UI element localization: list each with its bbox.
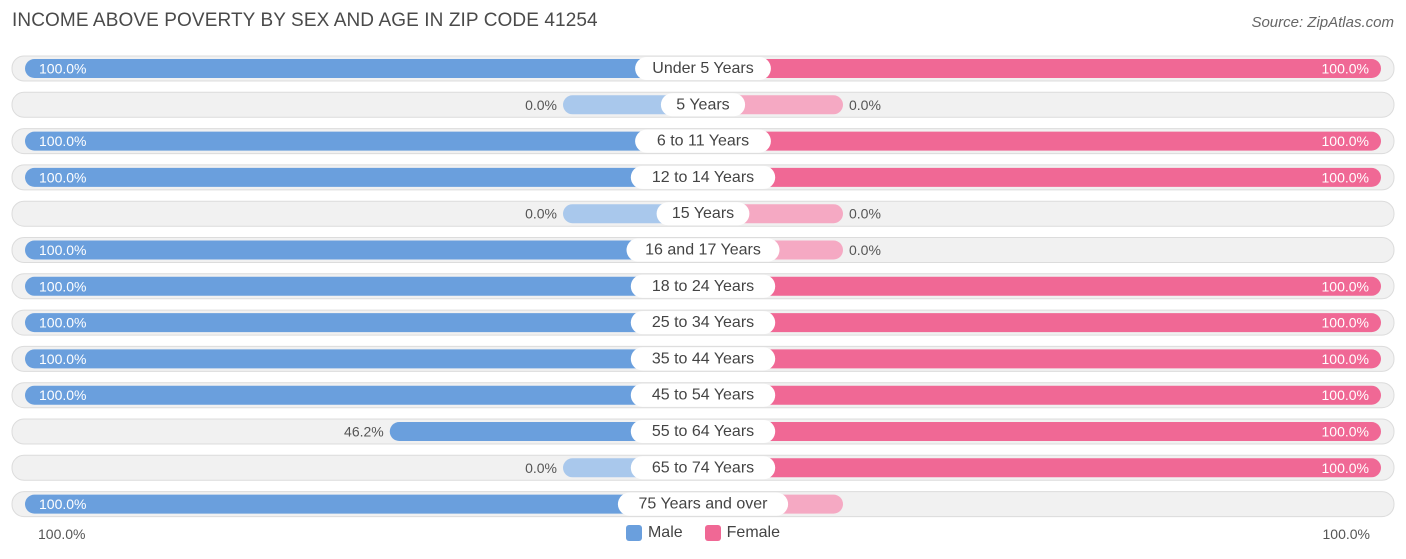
category-pill bbox=[630, 420, 776, 443]
bar-male bbox=[25, 385, 703, 405]
bar-male bbox=[25, 494, 703, 514]
value-label-male: 100.0% bbox=[39, 169, 86, 185]
category-label: 18 to 24 Years bbox=[652, 278, 754, 295]
value-label-male: 0.0% bbox=[525, 206, 557, 222]
chart-row: 100.0% 100.0% 12 to 14 Years bbox=[11, 164, 1395, 191]
value-label-female: 100.0% bbox=[1322, 460, 1369, 476]
bar-male bbox=[25, 349, 703, 369]
value-label-female: 100.0% bbox=[1322, 133, 1369, 149]
category-pill bbox=[617, 492, 789, 516]
category-pill bbox=[630, 274, 776, 298]
chart-row: 100.0% 100.0% 6 to 11 Years bbox=[11, 128, 1395, 155]
value-label-female: 100.0% bbox=[1322, 424, 1369, 440]
legend-item-male: Male bbox=[625, 524, 683, 542]
category-pill bbox=[660, 93, 746, 117]
value-label-male: 0.0% bbox=[525, 97, 557, 113]
value-label-female: 0.0% bbox=[849, 206, 881, 222]
category-pill bbox=[630, 311, 776, 335]
value-label-male: 100.0% bbox=[39, 278, 86, 294]
value-label-male: 100.0% bbox=[39, 242, 86, 258]
chart-row: 0.0% 100.0% 65 to 74 Years bbox=[11, 454, 1395, 481]
chart-row: 100.0% 100.0% 35 to 44 Years bbox=[11, 345, 1395, 372]
value-label-male: 100.0% bbox=[39, 387, 86, 403]
chart-row: 100.0% 100.0% 45 to 54 Years bbox=[11, 382, 1395, 409]
category-pill bbox=[635, 57, 771, 80]
legend: Male Female bbox=[0, 524, 1406, 542]
category-pill bbox=[635, 129, 771, 153]
value-label-male: 100.0% bbox=[39, 351, 86, 367]
bar-male bbox=[25, 240, 703, 260]
category-label: 5 Years bbox=[676, 96, 729, 113]
chart-row: 100.0% 0.0% 16 and 17 Years bbox=[11, 237, 1395, 263]
category-pill bbox=[630, 165, 776, 189]
category-label: 6 to 11 Years bbox=[657, 133, 749, 150]
bar-female bbox=[703, 385, 1381, 405]
bar-male bbox=[25, 59, 703, 78]
value-label-male: 46.2% bbox=[344, 424, 384, 440]
bar-female bbox=[703, 458, 1381, 478]
chart-row: 0.0% 0.0% 15 Years bbox=[11, 200, 1395, 227]
chart-row: 0.0% 0.0% 5 Years bbox=[11, 91, 1395, 118]
value-label-female: 100.0% bbox=[1322, 169, 1369, 185]
chart-row: 100.0% 100.0% 18 to 24 Years bbox=[11, 273, 1395, 300]
category-pill bbox=[626, 238, 780, 262]
bar-female bbox=[703, 349, 1381, 369]
chart-source: Source: ZipAtlas.com bbox=[1251, 14, 1394, 31]
value-label-male: 100.0% bbox=[39, 61, 86, 77]
chart-row: 100.0% 75 Years and over bbox=[11, 491, 1395, 518]
bar-female bbox=[703, 313, 1381, 333]
category-pill bbox=[630, 456, 776, 480]
category-label: 25 to 34 Years bbox=[652, 314, 754, 331]
category-pill bbox=[630, 383, 776, 407]
legend-label-male: Male bbox=[647, 524, 683, 541]
axis-label-right: 100.0% bbox=[1322, 526, 1370, 542]
category-label: 65 to 74 Years bbox=[652, 459, 754, 476]
value-label-male: 100.0% bbox=[39, 133, 86, 149]
category-label: 12 to 14 Years bbox=[652, 169, 754, 186]
bar-male bbox=[389, 422, 703, 441]
chart-row: 46.2% 100.0% 55 to 64 Years bbox=[11, 418, 1395, 445]
chart-row: 100.0% 100.0% 25 to 34 Years bbox=[11, 309, 1395, 336]
chart-row: 100.0% 100.0% Under 5 Years bbox=[11, 55, 1395, 82]
bar-male bbox=[25, 313, 703, 333]
bar-male bbox=[25, 276, 703, 296]
legend-swatch-female bbox=[704, 525, 721, 541]
bar-female bbox=[703, 59, 1381, 78]
axis-label-left: 100.0% bbox=[38, 526, 86, 542]
value-label-female: 100.0% bbox=[1322, 315, 1369, 331]
chart-title: INCOME ABOVE POVERTY BY SEX AND AGE IN Z… bbox=[12, 10, 598, 31]
legend-label-female: Female bbox=[726, 524, 781, 541]
value-label-female: 100.0% bbox=[1322, 278, 1369, 294]
bar-chart: 100.0% 100.0% Under 5 Years 0.0% 0.0% 5 Years… bbox=[11, 55, 1395, 518]
category-label: 35 to 44 Years bbox=[652, 350, 754, 367]
value-label-male: 0.0% bbox=[525, 460, 557, 476]
value-label-female: 0.0% bbox=[849, 97, 881, 113]
category-label: 45 to 54 Years bbox=[652, 387, 754, 404]
category-label: Under 5 Years bbox=[652, 60, 753, 77]
value-label-female: 0.0% bbox=[849, 242, 881, 258]
bar-female bbox=[703, 131, 1381, 151]
category-label: 16 and 17 Years bbox=[645, 242, 761, 259]
category-label: 15 Years bbox=[672, 205, 734, 222]
category-pill bbox=[630, 347, 776, 371]
bar-female bbox=[703, 167, 1381, 187]
value-label-male: 100.0% bbox=[39, 315, 86, 331]
legend-item-female: Female bbox=[704, 524, 781, 542]
value-label-female: 100.0% bbox=[1322, 61, 1369, 77]
bar-female bbox=[703, 422, 1381, 441]
bar-female bbox=[703, 276, 1381, 296]
category-label: 75 Years and over bbox=[639, 496, 769, 513]
value-label-female: 100.0% bbox=[1322, 387, 1369, 403]
value-label-female: 100.0% bbox=[1322, 351, 1369, 367]
legend-swatch-male bbox=[625, 525, 642, 541]
category-pill bbox=[656, 202, 750, 226]
value-label-male: 100.0% bbox=[39, 496, 86, 512]
bar-male bbox=[25, 131, 703, 151]
bar-male bbox=[25, 167, 703, 187]
category-label: 55 to 64 Years bbox=[652, 423, 754, 440]
